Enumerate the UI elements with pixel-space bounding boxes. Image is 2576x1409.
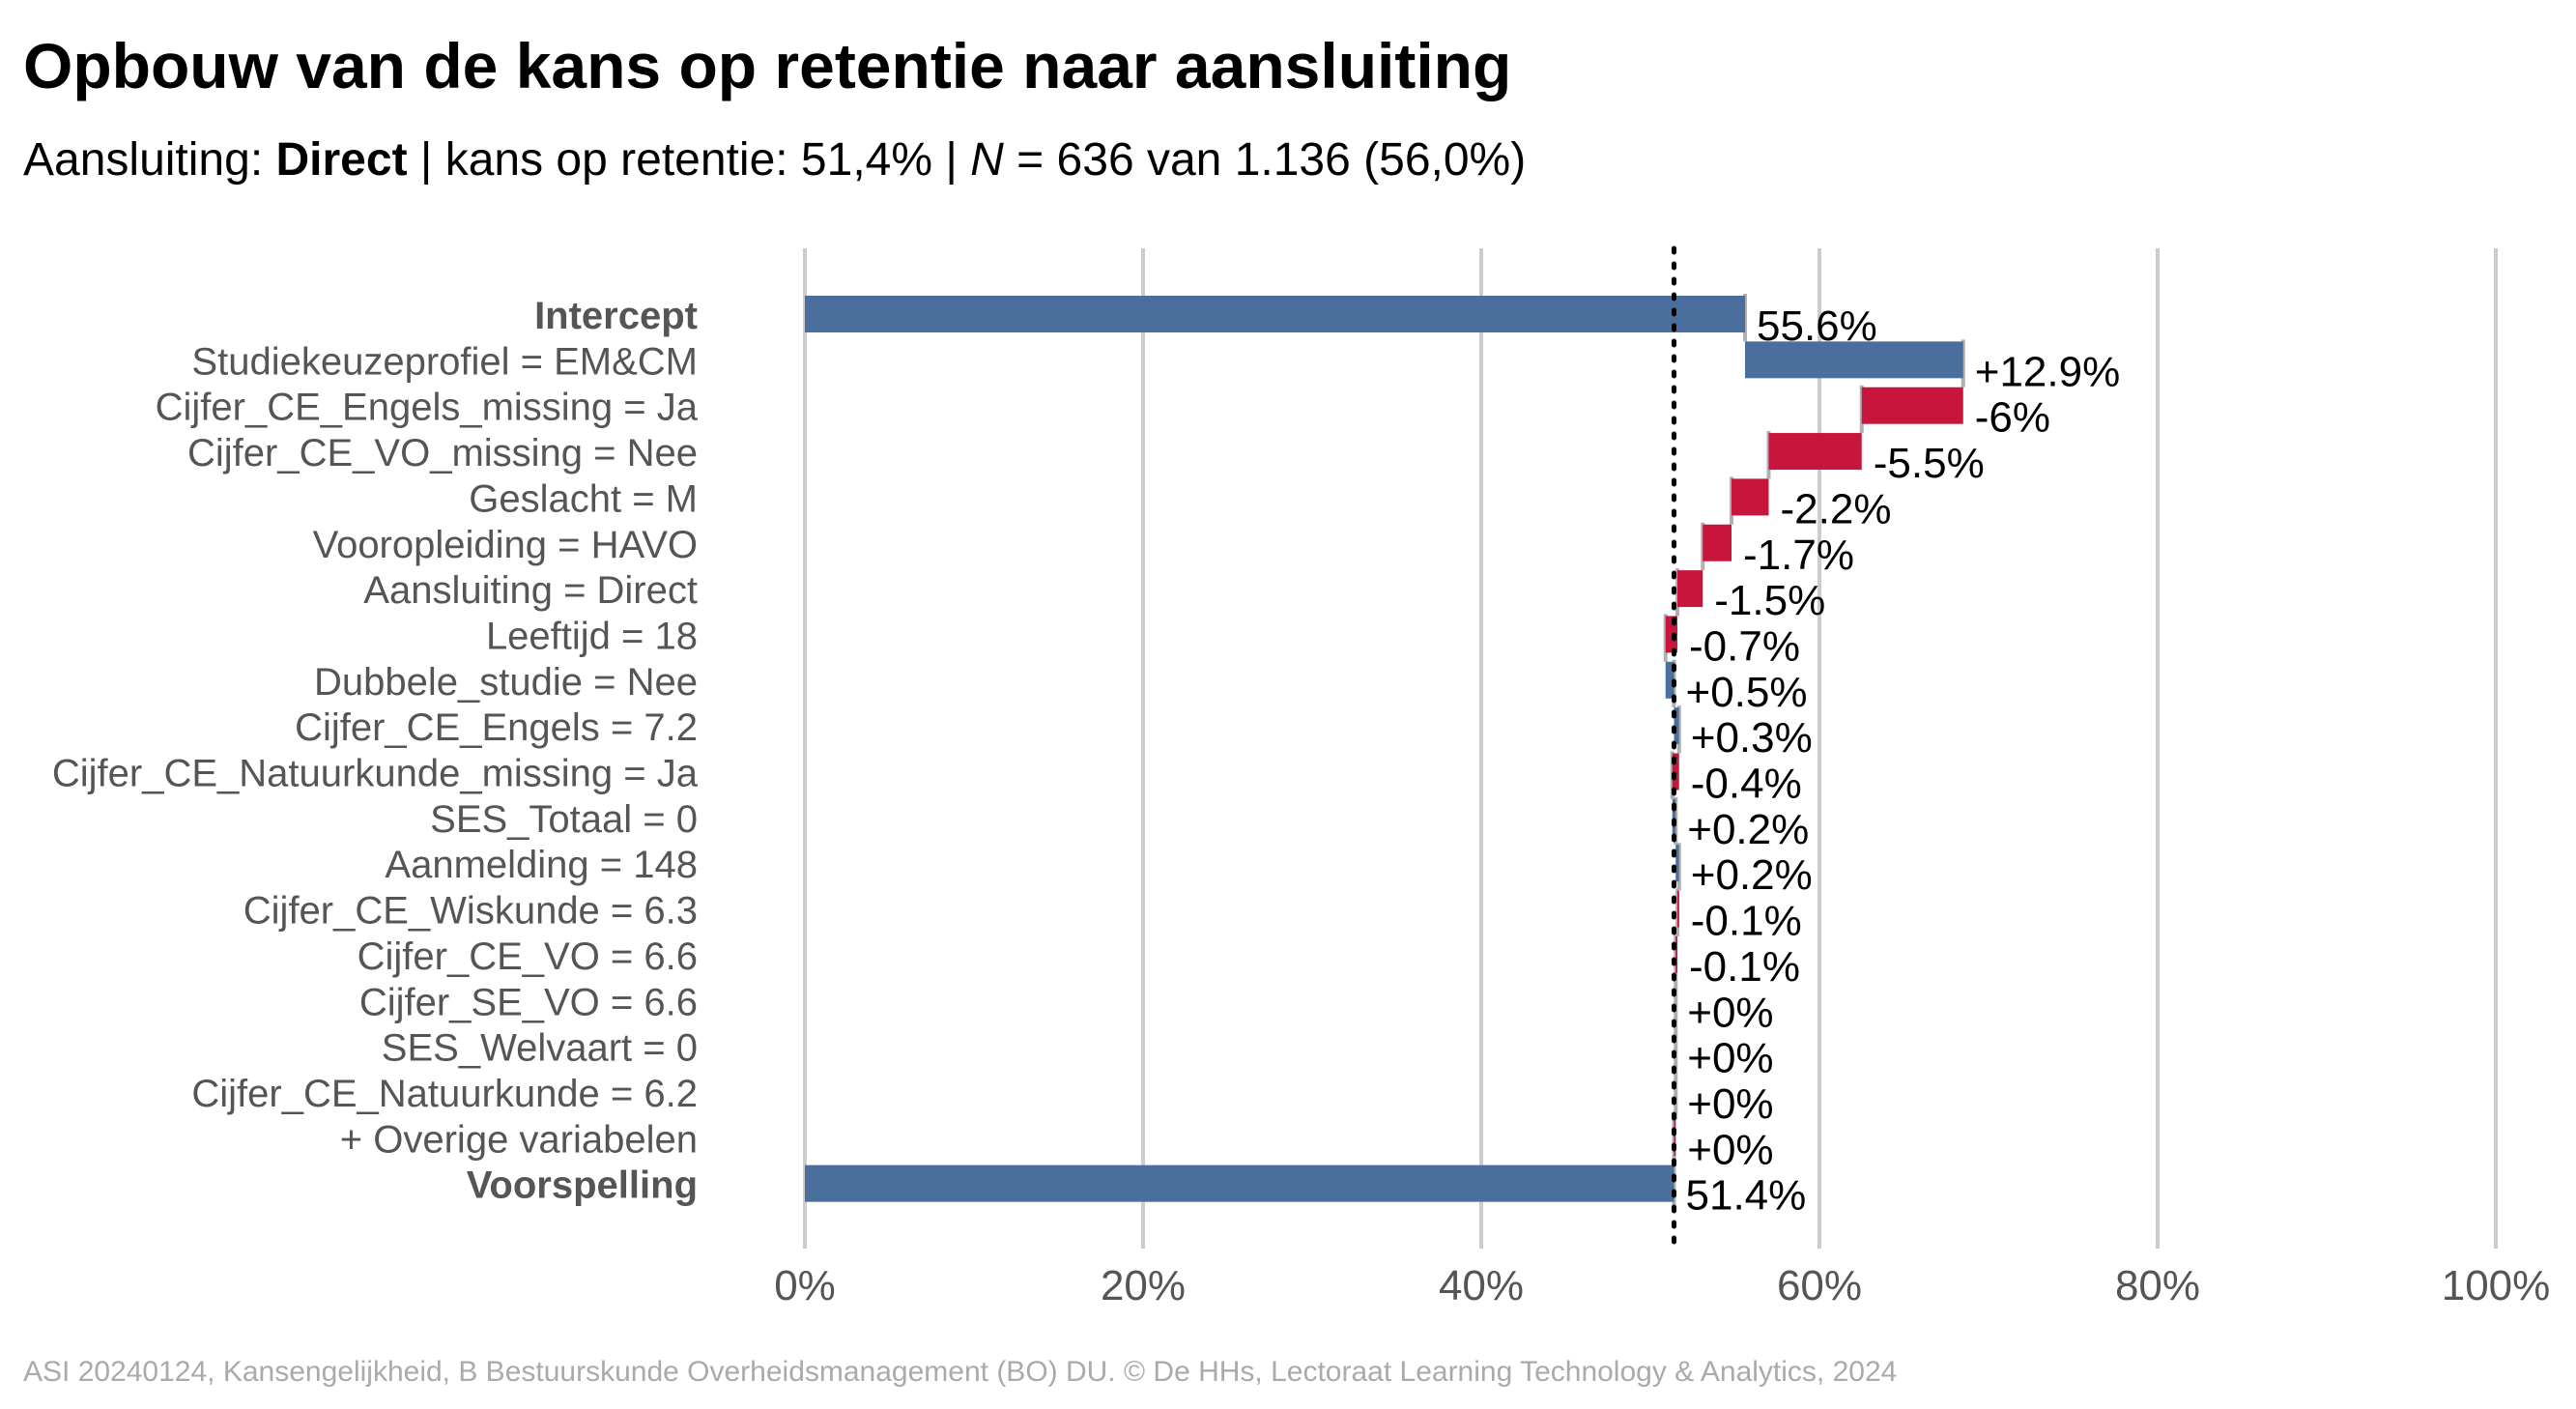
bar	[805, 1165, 1674, 1202]
value-labels: 55.6%+12.9%-6%-5.5%-2.2%-1.7%-1.5%-0.7%+…	[1686, 302, 2121, 1220]
value-label: -2.2%	[1781, 485, 1892, 532]
value-label: -0.1%	[1689, 943, 1800, 991]
value-label: -0.4%	[1691, 761, 1802, 808]
value-label: +0.2%	[1691, 851, 1813, 899]
x-tick-label: 100%	[2442, 1262, 2551, 1309]
row-label: Voorspelling	[467, 1165, 698, 1207]
bar	[1745, 341, 1963, 379]
x-tick-label: 80%	[2115, 1262, 2200, 1309]
value-label: 55.6%	[1757, 302, 1877, 350]
row-label: Studiekeuzeprofiel = EM&CM	[191, 340, 698, 383]
value-label: +0.3%	[1691, 714, 1813, 762]
bar	[1677, 890, 1679, 928]
value-label: +0%	[1687, 1080, 1773, 1128]
bar	[805, 296, 1745, 332]
subtitle-prefix: Aansluiting:	[23, 134, 276, 186]
value-label: -1.7%	[1743, 532, 1854, 579]
row-label: Leeftijd = 18	[486, 615, 698, 657]
row-label: Cijfer_CE_Engels = 7.2	[295, 706, 698, 749]
row-label: Cijfer_CE_Natuurkunde = 6.2	[191, 1073, 698, 1115]
row-label: Cijfer_CE_Wiskunde = 6.3	[243, 890, 698, 933]
bar	[1665, 661, 1674, 699]
row-label: + Overige variabelen	[340, 1118, 698, 1161]
bar	[1732, 478, 1769, 516]
row-label: Geslacht = M	[469, 477, 698, 520]
value-label: +0%	[1687, 989, 1773, 1036]
bar	[1703, 524, 1732, 561]
row-label: SES_Totaal = 0	[430, 798, 698, 841]
row-label: Intercept	[534, 295, 698, 337]
bar	[1672, 753, 1679, 791]
x-tick-label: 40%	[1439, 1262, 1524, 1309]
bar	[1672, 798, 1676, 836]
row-label: Dubbele_studie = Nee	[314, 661, 698, 704]
chart-subtitle: Aansluiting: Direct | kans op retentie: …	[23, 133, 1526, 187]
row-label: Cijfer_CE_VO_missing = Nee	[187, 432, 698, 474]
row-label: Cijfer_CE_VO = 6.6	[358, 935, 698, 978]
bar	[1675, 845, 1679, 882]
row-label: Cijfer_CE_Engels_missing = Ja	[156, 387, 699, 429]
chart-title: Opbouw van de kans op retentie naar aans…	[23, 30, 1512, 101]
bar	[1675, 935, 1677, 973]
value-label: -1.5%	[1714, 577, 1825, 624]
caption: ASI 20240124, Kansengelijkheid, B Bestuu…	[23, 1356, 1898, 1388]
value-label: 51.4%	[1686, 1172, 1807, 1220]
x-tick-label: 60%	[1777, 1262, 1862, 1309]
bar	[1674, 707, 1679, 745]
x-axis-ticks: 0% 20% 40% 60% 80% 100%	[774, 1262, 2550, 1309]
value-label: +12.9%	[1975, 348, 2120, 395]
row-label: Cijfer_SE_VO = 6.6	[359, 981, 698, 1023]
bar	[1861, 387, 1963, 424]
row-label: Vooropleiding = HAVO	[313, 524, 698, 566]
subtitle-mid: | kans op retentie: 51,4% |	[407, 134, 971, 186]
bar	[1677, 570, 1703, 608]
bar	[1768, 433, 1862, 471]
row-label: SES_Welvaart = 0	[382, 1027, 698, 1070]
x-tick-label: 0%	[774, 1262, 836, 1309]
row-label: Cijfer_CE_Natuurkunde_missing = Ja	[52, 753, 699, 795]
value-label: +0.5%	[1686, 669, 1808, 716]
value-label: +0%	[1687, 1126, 1773, 1173]
value-label: -5.5%	[1874, 440, 1985, 487]
value-label: -6%	[1975, 394, 2050, 442]
grid-lines	[803, 248, 2498, 1249]
x-tick-label: 20%	[1101, 1262, 1186, 1309]
row-label: Aanmelding = 148	[385, 844, 698, 886]
value-label: +0.2%	[1687, 806, 1809, 853]
subtitle-suffix: = 636 van 1.136 (56,0%)	[1003, 134, 1527, 186]
subtitle-group: Direct	[275, 134, 408, 186]
row-label: Aansluiting = Direct	[363, 569, 698, 612]
value-label: -0.1%	[1691, 898, 1802, 945]
bars	[805, 296, 1963, 1202]
value-label: +0%	[1687, 1035, 1773, 1082]
value-label: -0.7%	[1689, 622, 1800, 670]
subtitle-n-symbol: N	[970, 134, 1004, 186]
bar	[1674, 1119, 1676, 1157]
